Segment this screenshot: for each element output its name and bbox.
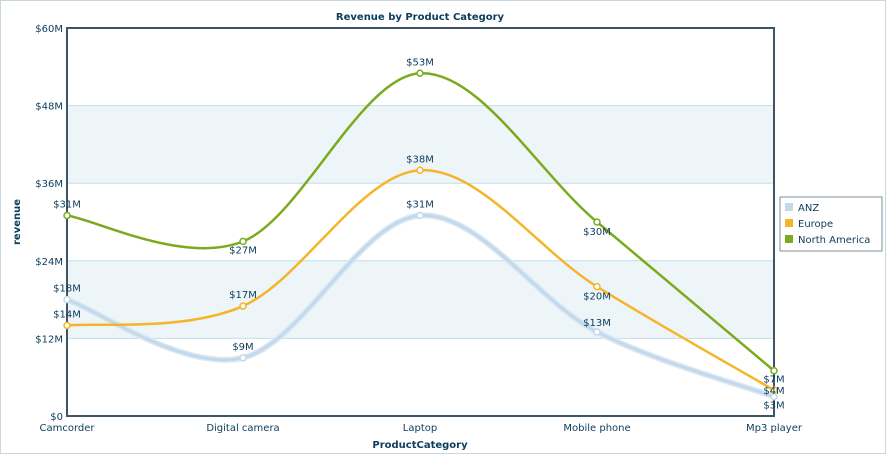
data-label: $31M bbox=[53, 200, 81, 211]
x-tick-label: Laptop bbox=[403, 423, 437, 434]
legend[interactable]: ANZ Europe North America bbox=[779, 196, 883, 252]
data-label: $30M bbox=[583, 227, 611, 238]
data-label: $9M bbox=[232, 342, 253, 353]
y-tick-label: $60M bbox=[35, 24, 63, 35]
y-tick-label: $48M bbox=[35, 102, 63, 113]
data-point[interactable] bbox=[416, 211, 424, 220]
y-axis-title: revenue bbox=[12, 199, 23, 245]
legend-box bbox=[779, 196, 883, 252]
plot-band bbox=[67, 260, 774, 339]
data-point[interactable] bbox=[239, 237, 247, 246]
data-label: $18M bbox=[53, 284, 81, 295]
legend-label[interactable]: ANZ bbox=[798, 203, 819, 214]
data-label: $7M bbox=[763, 375, 784, 386]
x-axis-title: ProductCategory bbox=[372, 440, 468, 451]
legend-label[interactable]: Europe bbox=[798, 219, 833, 230]
data-point[interactable] bbox=[770, 386, 778, 394]
data-label: $14M bbox=[53, 309, 81, 320]
data-label: $13M bbox=[583, 318, 611, 329]
x-tick-label: Mobile phone bbox=[563, 423, 630, 434]
data-point[interactable] bbox=[593, 282, 601, 291]
plot-band bbox=[67, 183, 774, 261]
legend-swatch bbox=[785, 219, 793, 227]
data-label: $53M bbox=[406, 57, 434, 68]
data-label: $3M bbox=[763, 401, 784, 412]
data-point[interactable] bbox=[239, 302, 247, 310]
legend-swatch bbox=[785, 203, 793, 211]
chart-title: Revenue by Product Category bbox=[336, 12, 505, 23]
data-point[interactable] bbox=[239, 354, 247, 362]
points-group bbox=[63, 69, 778, 401]
x-tick-labels: Camcorder Digital camera Laptop Mobile phon… bbox=[39, 423, 802, 434]
data-point[interactable] bbox=[593, 328, 601, 336]
data-point[interactable] bbox=[63, 211, 71, 220]
y-tick-labels: $0 $12M $24M $36M $48M $60M bbox=[35, 24, 63, 423]
data-point[interactable] bbox=[416, 69, 424, 78]
y-tick-label: $36M bbox=[35, 179, 63, 190]
data-label: $17M bbox=[229, 290, 257, 301]
plot-bands bbox=[67, 28, 774, 416]
x-tick-label: Mp3 player bbox=[746, 423, 803, 434]
data-label: $27M bbox=[229, 245, 257, 256]
data-point[interactable] bbox=[770, 366, 778, 375]
data-point[interactable] bbox=[63, 321, 71, 330]
plot-border bbox=[66, 27, 775, 417]
legend-label[interactable]: North America bbox=[798, 235, 870, 246]
data-point[interactable] bbox=[416, 166, 424, 175]
data-label: $4M bbox=[763, 386, 784, 397]
data-label: $38M bbox=[406, 154, 434, 165]
data-label: $20M bbox=[583, 292, 611, 303]
legend-swatch bbox=[785, 235, 793, 243]
data-label: $31M bbox=[406, 200, 434, 211]
gridlines bbox=[67, 105, 774, 339]
x-tick-label: Digital camera bbox=[206, 423, 279, 434]
y-tick-label: $0 bbox=[50, 412, 63, 423]
x-tick-label: Camcorder bbox=[39, 423, 95, 434]
y-tick-label: $12M bbox=[35, 334, 63, 345]
data-point[interactable] bbox=[63, 295, 71, 304]
data-labels-group: $18M $9M $31M $13M $3M $14M $17M $38M $20M $4M $31… bbox=[53, 57, 785, 411]
plot-band bbox=[67, 28, 774, 106]
y-tick-label: $24M bbox=[35, 257, 63, 268]
data-point[interactable] bbox=[593, 218, 601, 226]
